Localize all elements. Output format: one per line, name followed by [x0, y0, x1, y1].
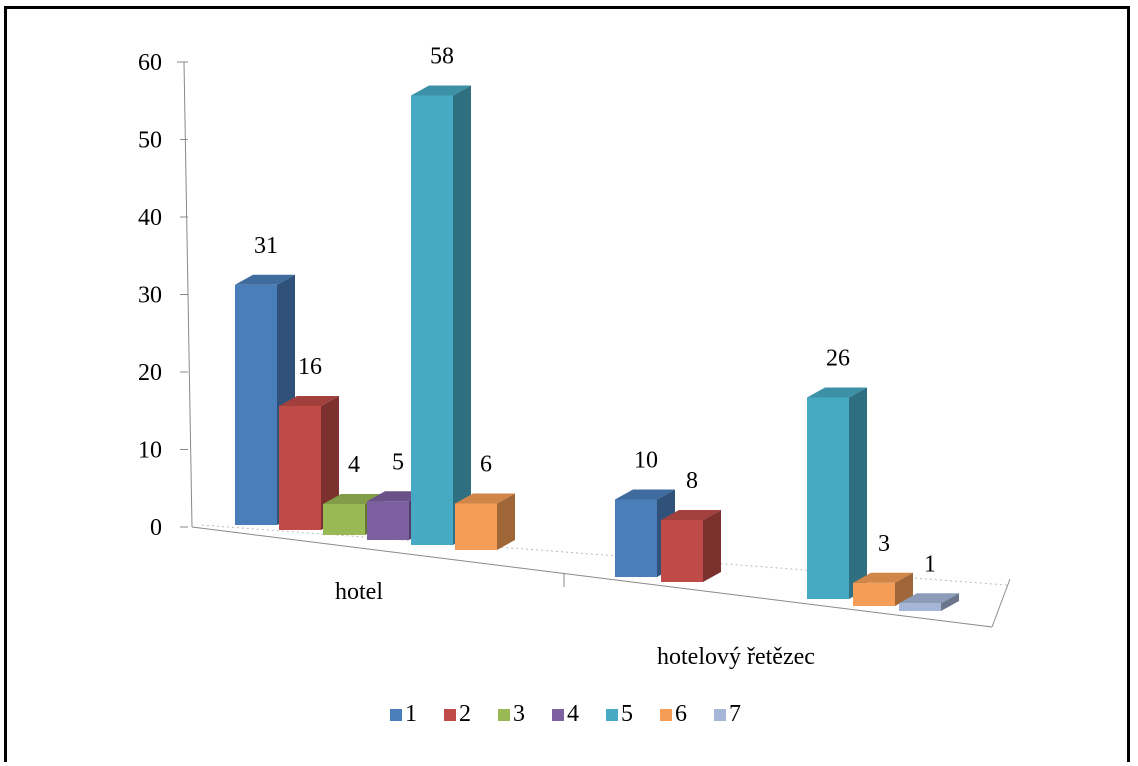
- legend-label: 6: [675, 701, 687, 727]
- bar: [899, 593, 959, 611]
- legend-label: 2: [459, 701, 471, 727]
- legend-item: 2: [444, 701, 471, 727]
- bar-side: [703, 510, 721, 582]
- legend-swatch: [498, 709, 510, 721]
- category-label: hotel: [335, 579, 383, 605]
- data-label: 1: [924, 551, 936, 577]
- data-label: 26: [826, 346, 850, 372]
- y-tick-label: 50: [138, 128, 162, 154]
- bar-top: [279, 396, 339, 406]
- category-label: hotelový řetězec: [657, 644, 815, 670]
- legend-swatch: [390, 709, 402, 721]
- legend-item: 3: [498, 701, 525, 727]
- bar-front: [367, 501, 409, 540]
- y-tick-label: 60: [138, 50, 162, 76]
- bar-top: [615, 489, 675, 500]
- data-label: 4: [348, 452, 360, 478]
- x-axis-line: [191, 526, 993, 628]
- bar-front: [455, 503, 497, 550]
- legend-swatch: [552, 709, 564, 721]
- bar-side: [497, 493, 515, 550]
- legend-label: 4: [567, 701, 579, 727]
- legend-label: 7: [729, 701, 741, 727]
- bar-front: [661, 520, 703, 582]
- bar-side: [321, 396, 339, 530]
- bar-side: [453, 85, 471, 545]
- data-label: 10: [634, 448, 658, 474]
- bar-side: [941, 593, 959, 611]
- legend-item: 1: [390, 701, 417, 727]
- legend-swatch: [714, 709, 726, 721]
- y-tick-label: 30: [138, 283, 162, 309]
- bar-front: [807, 397, 849, 599]
- bar-front: [323, 504, 365, 535]
- bar-front: [235, 284, 277, 525]
- axes: 0 10 20 30 40 50 60 hotel hotelový řetězec: [138, 50, 1011, 670]
- y-tick-label: 0: [150, 515, 162, 541]
- bar: [455, 493, 515, 550]
- bars: [235, 85, 959, 611]
- bar: [411, 85, 471, 545]
- data-label: 6: [480, 452, 492, 478]
- bar-top: [807, 387, 867, 398]
- bar: [807, 387, 867, 599]
- legend-label: 1: [405, 701, 417, 727]
- legend-item: 4: [552, 701, 579, 727]
- bar-top: [853, 572, 913, 583]
- bar: [661, 510, 721, 582]
- bar-front: [279, 406, 321, 530]
- data-label: 3: [878, 531, 890, 557]
- data-label: 31: [254, 233, 278, 259]
- legend-item: 7: [714, 701, 741, 727]
- bar: [279, 396, 339, 530]
- bar: [853, 572, 913, 606]
- bar-side: [895, 572, 913, 606]
- chart-frame: 0 10 20 30 40 50 60 hotel hotelový řetězec 31 16 4…: [4, 6, 1130, 762]
- bar-top: [455, 493, 515, 504]
- bar-top: [661, 510, 721, 520]
- data-label: 16: [298, 354, 322, 380]
- data-label: 5: [392, 449, 404, 475]
- bar-top: [899, 593, 959, 604]
- bar-front: [615, 499, 657, 577]
- bar-front: [411, 95, 453, 545]
- y-tick-label: 40: [138, 205, 162, 231]
- data-label: 58: [430, 44, 454, 70]
- legend-swatch: [606, 709, 618, 721]
- bar-top: [411, 85, 471, 96]
- legend-item: 6: [660, 701, 687, 727]
- bar-side: [849, 387, 867, 599]
- bar-top: [235, 274, 295, 285]
- bar-front: [853, 582, 895, 606]
- legend-item: 5: [606, 701, 633, 727]
- y-tick-label: 20: [138, 360, 162, 386]
- data-label: 8: [686, 468, 698, 494]
- y-tick-label: 10: [138, 438, 162, 464]
- legend-label: 3: [513, 701, 525, 727]
- legend-swatch: [660, 709, 672, 721]
- legend-swatch: [444, 709, 456, 721]
- bar-front: [899, 603, 941, 611]
- legend: 1 2 3 4 5 6 7: [390, 701, 741, 727]
- legend-label: 5: [621, 701, 633, 727]
